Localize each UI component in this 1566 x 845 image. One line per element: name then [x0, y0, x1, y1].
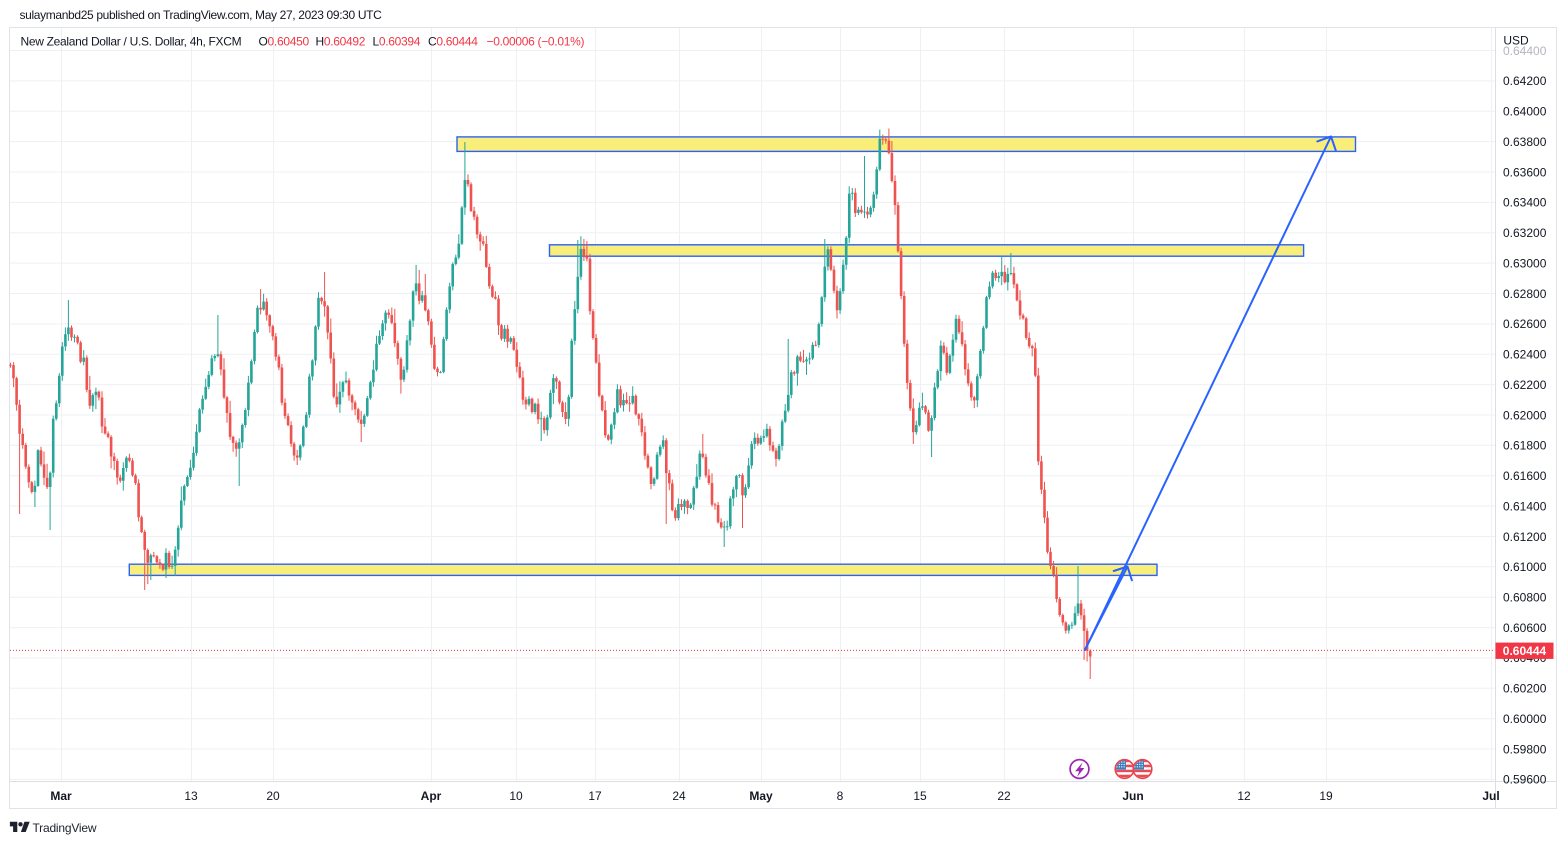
svg-text:13: 13 [184, 789, 198, 803]
svg-text:Mar: Mar [50, 789, 72, 803]
svg-text:0.63800: 0.63800 [1503, 135, 1547, 149]
svg-text:−0.00006 (−0.01%): −0.00006 (−0.01%) [487, 35, 585, 49]
svg-text:Jun: Jun [1122, 789, 1143, 803]
svg-text:0.60000: 0.60000 [1503, 712, 1547, 726]
svg-text:0.62000: 0.62000 [1503, 408, 1547, 422]
svg-text:20: 20 [266, 789, 280, 803]
svg-text:17: 17 [588, 789, 602, 803]
svg-text:0.60200: 0.60200 [1503, 682, 1547, 696]
svg-text:0.61800: 0.61800 [1503, 439, 1547, 453]
svg-text:TradingView: TradingView [33, 821, 97, 835]
svg-text:0.60600: 0.60600 [1503, 621, 1547, 635]
svg-text:24: 24 [672, 789, 686, 803]
svg-text:0.61200: 0.61200 [1503, 530, 1547, 544]
svg-text:0.62200: 0.62200 [1503, 378, 1547, 392]
svg-text:0.59600: 0.59600 [1503, 773, 1547, 787]
svg-text:L0.60394: L0.60394 [373, 35, 421, 49]
svg-text:Jul: Jul [1482, 789, 1499, 803]
svg-text:0.63000: 0.63000 [1503, 256, 1547, 270]
svg-text:0.63400: 0.63400 [1503, 196, 1547, 210]
svg-text:19: 19 [1319, 789, 1333, 803]
svg-text:New Zealand Dollar / U.S. Doll: New Zealand Dollar / U.S. Dollar, 4h, FX… [21, 35, 242, 49]
svg-text:H0.60492: H0.60492 [316, 35, 366, 49]
svg-text:USD: USD [1503, 34, 1529, 48]
svg-text:0.61400: 0.61400 [1503, 499, 1547, 513]
svg-text:15: 15 [913, 789, 927, 803]
svg-text:0.64200: 0.64200 [1503, 74, 1547, 88]
svg-text:0.63600: 0.63600 [1503, 165, 1547, 179]
svg-text:May: May [749, 789, 773, 803]
svg-text:O0.60450: O0.60450 [259, 35, 310, 49]
svg-text:0.64000: 0.64000 [1503, 105, 1547, 119]
svg-text:12: 12 [1237, 789, 1251, 803]
svg-text:10: 10 [509, 789, 523, 803]
svg-text:0.62800: 0.62800 [1503, 287, 1547, 301]
svg-text:0.61600: 0.61600 [1503, 469, 1547, 483]
svg-text:0.62600: 0.62600 [1503, 317, 1547, 331]
svg-text:0.61000: 0.61000 [1503, 560, 1547, 574]
svg-text:22: 22 [997, 789, 1011, 803]
svg-text:8: 8 [837, 789, 844, 803]
svg-text:0.63200: 0.63200 [1503, 226, 1547, 240]
svg-text:0.60800: 0.60800 [1503, 591, 1547, 605]
svg-text:0.60444: 0.60444 [1503, 644, 1547, 658]
svg-text:sulaymanbd25 published on Trad: sulaymanbd25 published on TradingView.co… [20, 8, 383, 22]
svg-text:Apr: Apr [421, 789, 442, 803]
svg-text:C0.60444: C0.60444 [428, 35, 478, 49]
svg-text:0.62400: 0.62400 [1503, 348, 1547, 362]
svg-text:0.59800: 0.59800 [1503, 742, 1547, 756]
svg-text:0.64400: 0.64400 [1503, 44, 1547, 58]
